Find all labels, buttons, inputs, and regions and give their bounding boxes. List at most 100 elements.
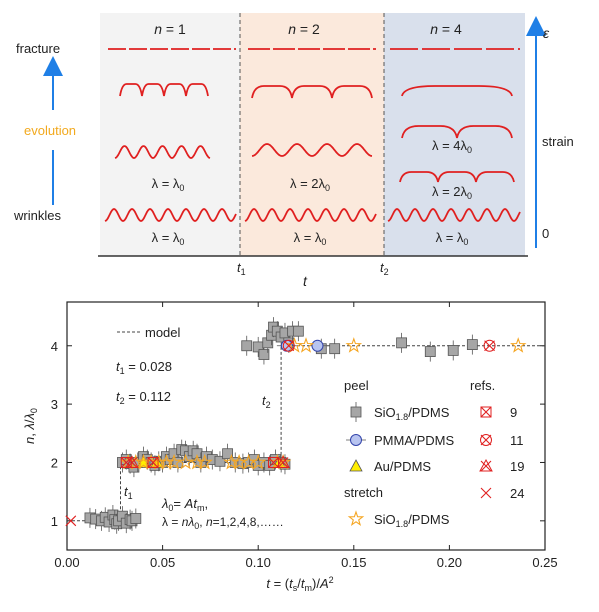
n2-cusp-wave <box>251 85 373 99</box>
point-square <box>447 345 459 356</box>
point-square <box>130 513 142 524</box>
point-xcircle <box>282 339 295 352</box>
epsilon-label: ε <box>543 25 550 41</box>
legend-marker-xtriangle <box>479 458 493 472</box>
data-points <box>65 317 527 534</box>
x-tick-label: 0.10 <box>246 555 271 570</box>
legend-marker-xsquare-cross <box>480 406 492 418</box>
plot-frame <box>66 301 546 551</box>
n1-wrinkle-sine <box>104 208 237 222</box>
n4-row4-lambda: λ = λ0 <box>436 230 469 247</box>
legend-marker-xsquare <box>480 406 492 418</box>
point-square <box>214 455 226 467</box>
point-xsquare-cross <box>147 457 159 468</box>
formula-lambda0: λ0= Atm, <box>161 496 208 513</box>
point-star <box>249 453 267 470</box>
chart: 0.00 0.05 0.10 0.15 0.20 0.25 1 2 3 4 t = (ts/tm)… <box>22 301 558 593</box>
legend-ref-11: 11 <box>510 433 524 448</box>
x-tick-label: 0.05 <box>150 555 175 570</box>
legend-marker-x-cross <box>480 487 492 499</box>
n4-row2-lambda: λ = 4λ0 <box>432 138 472 155</box>
x-axis-title: t = (ts/tm)/A2 <box>266 575 333 593</box>
fracture-label: fracture <box>16 41 60 56</box>
panel-n2-label: n = 2 <box>288 21 320 37</box>
n2-row3-sine <box>251 143 373 157</box>
wave-drawings <box>104 48 521 222</box>
x-tick-label: 0.15 <box>341 555 366 570</box>
n4-wrinkle-sine <box>387 208 521 222</box>
legend-stretch-title: stretch <box>344 485 383 500</box>
panel-n1-label: n = 1 <box>154 21 186 37</box>
legend-marker-xcircle-cross <box>480 434 492 446</box>
legend-entry-au: Au/PDMS <box>374 459 431 474</box>
point-square <box>396 337 408 349</box>
panel-n4-bg <box>384 13 525 256</box>
point-xcircle-cross <box>283 340 295 352</box>
y-tick-label: 4 <box>51 339 58 354</box>
y-tick-label: 1 <box>51 514 58 529</box>
point-star <box>509 337 527 353</box>
t1-mark-label: t1 <box>124 484 133 501</box>
point-star <box>269 453 286 470</box>
point-square <box>222 448 234 460</box>
axes-ticks: 0.00 0.05 0.10 0.15 0.20 0.25 1 2 3 4 <box>51 302 558 570</box>
t2-axis-label: t2 <box>380 260 389 277</box>
t1-axis-label: t1 <box>237 260 246 277</box>
strain-label: strain <box>542 134 574 149</box>
legend-marker-xtriangle-cross <box>480 460 492 472</box>
point-x-cross <box>65 515 77 527</box>
point-square <box>292 325 304 337</box>
legend-ref-19: 19 <box>510 459 524 474</box>
n4-row3-cusp <box>401 125 513 139</box>
legend-ref-24: 24 <box>510 486 524 501</box>
legend-entry-sio-peel: SiO1.8/PDMS <box>374 405 450 422</box>
strain-zero-label: 0 <box>542 226 549 241</box>
point-xtriangle-cross <box>126 457 138 468</box>
point-xtriangle-cross <box>277 457 289 468</box>
legend-refs-title: refs. <box>470 378 495 393</box>
point-xcircle-cross <box>484 340 495 352</box>
point-xcircle <box>483 339 496 352</box>
y-tick-label: 2 <box>51 455 58 470</box>
wrinkles-label: wrinkles <box>13 208 61 223</box>
model-legend-label: model <box>145 325 181 340</box>
point-circle <box>311 339 324 352</box>
point-star <box>196 453 213 470</box>
legend-entry-sio-stretch: SiO1.8/PDMS <box>374 512 450 529</box>
n2-row4-lambda: λ = λ0 <box>294 230 327 247</box>
formula-lambda-n: λ = nλ0, n=1,2,4,8,…… <box>162 515 284 531</box>
x-tick-label: 0.00 <box>54 555 79 570</box>
point-xsquare-cross <box>268 457 279 468</box>
n4-flat-wave <box>401 85 513 97</box>
legend-marker-star <box>347 510 365 527</box>
schematic: n = 1 n = 2 n = 4 λ = λ0 λ = λ0 λ = 2λ0 … <box>13 13 574 289</box>
point-square <box>241 340 253 352</box>
t-axis-label: t <box>303 273 308 289</box>
legend-markers <box>346 402 493 527</box>
point-square <box>424 346 436 358</box>
point-square <box>466 339 478 350</box>
legend-marker-circle <box>350 434 362 446</box>
x-tick-label: 0.25 <box>532 555 557 570</box>
point-star <box>297 337 315 353</box>
t1-value-text: t1 = 0.028 <box>116 359 172 376</box>
t2-value-text: t2 = 0.112 <box>116 389 171 406</box>
n1-row3-sine <box>114 145 211 159</box>
legend-marker-xcircle <box>480 434 492 446</box>
point-xsquare <box>267 456 279 468</box>
x-tick-label: 0.20 <box>437 555 462 570</box>
legend-marker-square <box>350 406 362 418</box>
y-axis-title: n, λ/λ0 <box>22 408 39 444</box>
legend: peel refs. stretch SiO1.8/PDMS PMMA/PDMS… <box>344 378 524 529</box>
legend-entry-pmma: PMMA/PDMS <box>374 433 455 448</box>
panel-n4-label: n = 4 <box>430 21 462 37</box>
legend-peel-title: peel <box>344 378 369 393</box>
point-xsquare-cross <box>120 457 132 468</box>
point-xtriangle <box>125 455 139 468</box>
n2-wrinkle-sine <box>244 208 377 222</box>
point-square <box>329 343 341 355</box>
point-star <box>345 337 363 353</box>
legend-marker-triangle <box>349 459 363 472</box>
t2-mark-label: t2 <box>262 393 271 410</box>
